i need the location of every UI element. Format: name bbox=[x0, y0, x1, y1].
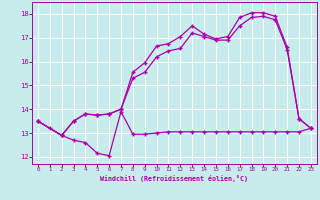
X-axis label: Windchill (Refroidissement éolien,°C): Windchill (Refroidissement éolien,°C) bbox=[100, 175, 248, 182]
